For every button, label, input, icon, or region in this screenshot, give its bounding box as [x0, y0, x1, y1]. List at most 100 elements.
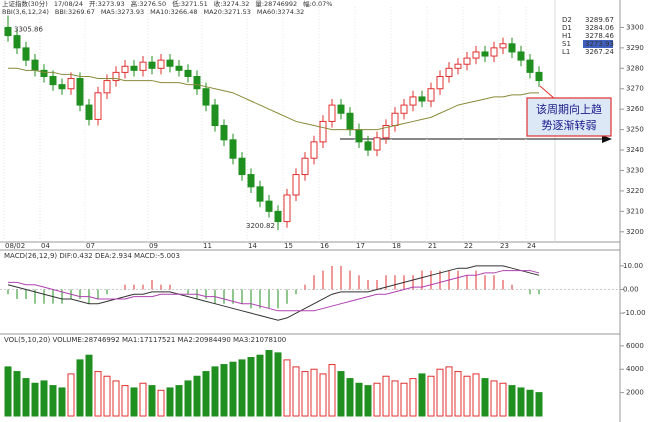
volume-bar: [220, 364, 228, 417]
info-label: D2: [562, 16, 572, 24]
candle-body: [535, 71, 543, 82]
volume-bar: [256, 354, 264, 417]
volume-bar: [391, 380, 399, 417]
panel-title: VOL(5,10,20) VOLUME:28746992 MA1:1711752…: [4, 336, 286, 344]
volume-bar: [481, 378, 489, 417]
header-item: MA20:3271.53: [204, 8, 251, 16]
volume-bar: [148, 385, 156, 417]
header-item: 开:3273.93: [89, 0, 125, 8]
candle-body: [409, 96, 417, 106]
volume-bar: [157, 389, 165, 417]
dea-line: [8, 270, 540, 312]
volume-bar: [319, 373, 327, 417]
volume-bar: [121, 385, 129, 417]
candle-body: [355, 129, 363, 143]
panel-title: MACD(26,12,9) DIF:0.432 DEA:2.934 MACD:-…: [4, 252, 180, 260]
volume-bar: [436, 368, 444, 417]
y-tick-label: 3280: [626, 64, 644, 72]
volume-bar: [490, 380, 498, 417]
volume-bar: [409, 378, 417, 417]
candle-body: [247, 174, 255, 188]
candle-body: [481, 51, 489, 57]
volume-bar: [535, 392, 543, 417]
info-label: D1: [562, 24, 572, 32]
volume-bar: [310, 368, 318, 417]
x-tick-label: 15: [284, 242, 293, 250]
y-tick-label: 3220: [626, 187, 644, 195]
candle-body: [148, 61, 156, 69]
info-value: 3267.24: [585, 48, 614, 56]
x-tick-label: 17: [356, 242, 365, 250]
volume-bar: [418, 373, 426, 417]
volume-bar: [382, 375, 390, 417]
volume-bar: [4, 366, 12, 417]
header-item: 高:3276.50: [131, 0, 167, 8]
volume-bar: [454, 371, 462, 417]
header-item: MA10:3266.48: [150, 8, 197, 16]
candle-body: [184, 69, 192, 77]
candle-body: [238, 157, 246, 176]
volume-bar: [202, 371, 210, 417]
y-tick-label: 6000: [626, 342, 644, 350]
y-tick-label: -10.00: [623, 309, 646, 317]
header-item: 量:28746992: [255, 0, 297, 8]
volume-bar: [301, 371, 309, 417]
candle-body: [22, 47, 30, 61]
candle-body: [211, 104, 219, 127]
volume-bar: [139, 382, 147, 417]
volume-bar: [166, 387, 174, 417]
volume-bar: [346, 378, 354, 417]
x-tick-label: 09: [149, 242, 158, 250]
candle-body: [58, 84, 66, 90]
info-label: S1: [562, 40, 571, 48]
candle-body: [49, 75, 57, 86]
candle-body: [472, 51, 480, 59]
x-tick-label: 24: [527, 242, 536, 250]
volume-bar: [103, 375, 111, 417]
highlight: [583, 40, 613, 48]
x-tick-label: 14: [248, 242, 257, 250]
volume-bar: [265, 350, 273, 417]
candle-body: [490, 47, 498, 57]
candle-body: [67, 78, 75, 90]
volume-bar: [355, 382, 363, 417]
candle-body: [121, 65, 129, 73]
ma-line: [8, 67, 539, 131]
volume-bar: [49, 385, 57, 417]
volume-bar: [292, 366, 300, 417]
candle-body: [400, 104, 408, 114]
candle-body: [202, 88, 210, 106]
candle-body: [346, 112, 354, 131]
high-label: 3305.86: [14, 25, 43, 33]
x-tick-label: 22: [464, 242, 473, 250]
volume-bar: [373, 382, 381, 417]
dif-line: [7, 265, 540, 321]
candle-body: [436, 75, 444, 90]
volume-bar: [211, 366, 219, 417]
header-item: BBI:3269.67: [55, 8, 95, 16]
candle-body: [229, 139, 237, 159]
y-tick-label: 3260: [626, 105, 644, 113]
x-tick-label: 23: [500, 242, 509, 250]
candle-body: [31, 59, 39, 71]
header-item: MA60:3274.32: [257, 8, 304, 16]
header-item: MA5:3273.93: [101, 8, 144, 16]
candle-body: [319, 120, 327, 143]
header-item: BBI(3,6,12,24): [2, 8, 49, 16]
candle-body: [256, 186, 264, 202]
y-tick-label: 0.00: [623, 286, 639, 294]
candle-body: [364, 141, 372, 151]
candle-body: [85, 104, 93, 120]
candle-body: [310, 141, 318, 159]
candle-body: [13, 35, 21, 49]
y-tick-label: 4000: [626, 365, 644, 373]
y-tick-label: 3270: [626, 85, 644, 93]
x-tick-label: 18: [392, 242, 401, 250]
candle-body: [40, 69, 48, 77]
x-tick-label: 21: [428, 242, 437, 250]
info-label: L1: [562, 48, 570, 56]
y-tick-label: 3300: [626, 23, 644, 31]
info-label: H1: [562, 32, 572, 40]
